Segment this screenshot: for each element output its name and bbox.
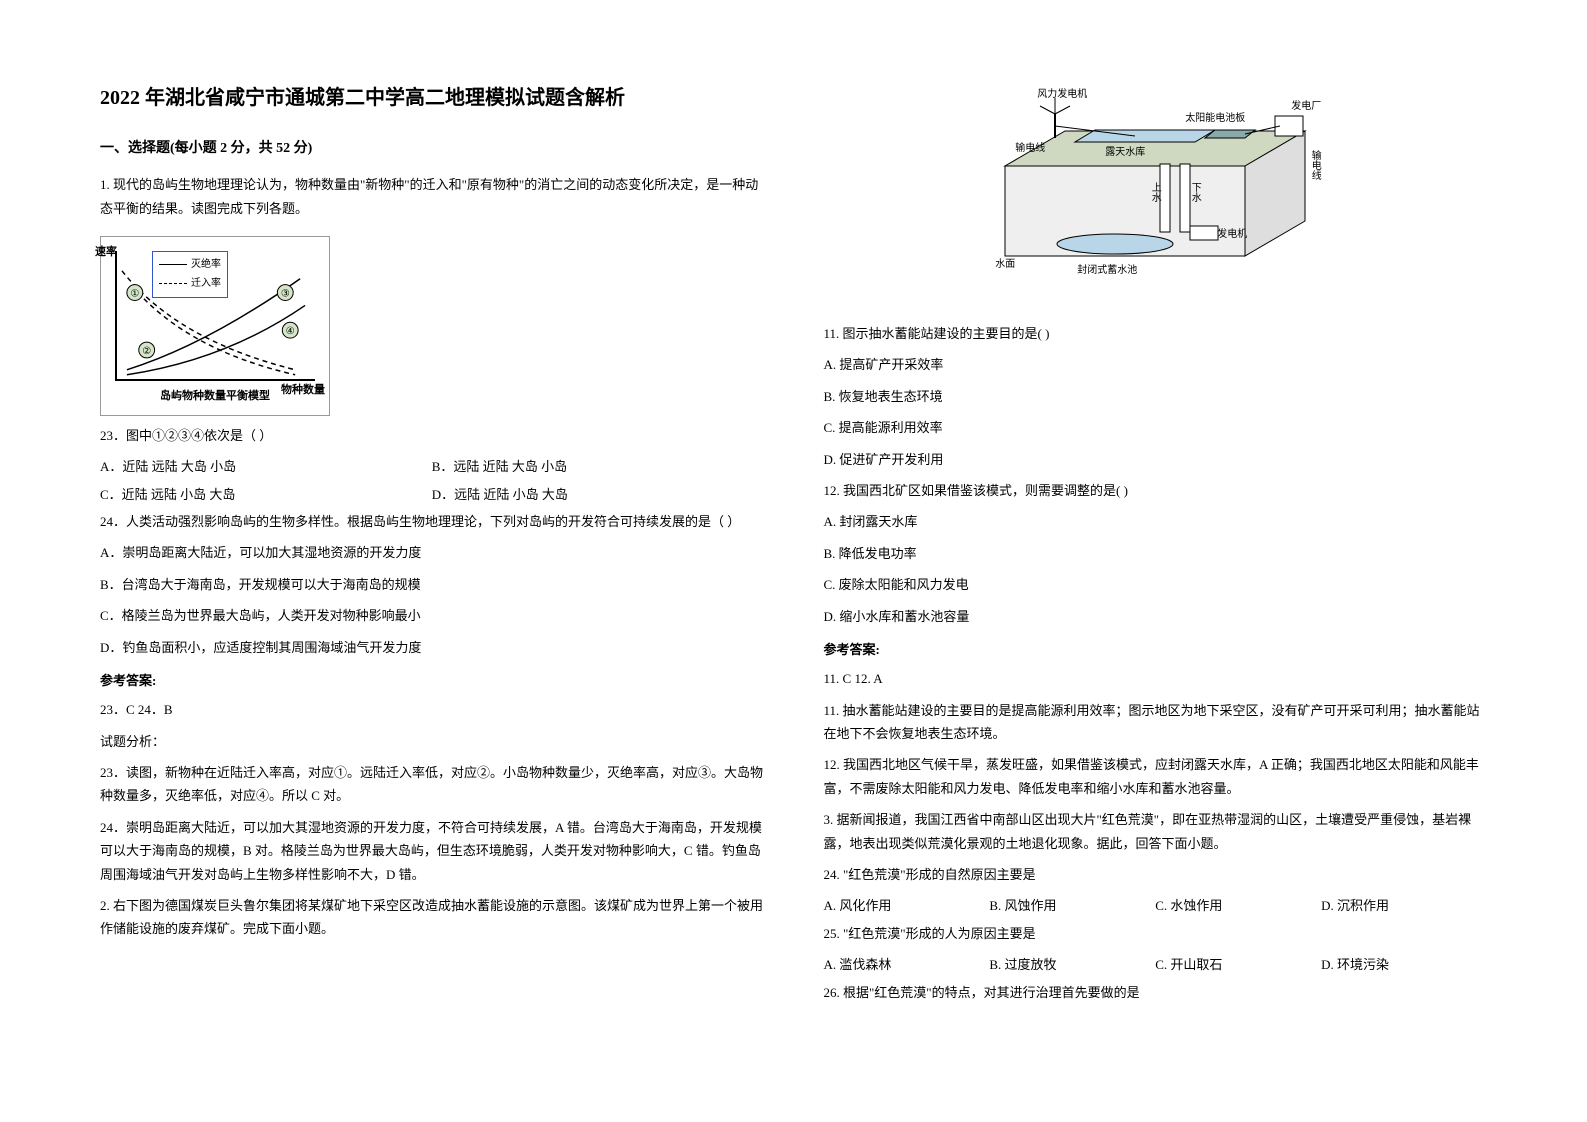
lbl-pump: 上水: [1145, 182, 1163, 202]
q11-stem: 11. 图示抽水蓄能站建设的主要目的是( ): [824, 322, 1488, 345]
q11-opt-d: D. 促进矿产开发利用: [824, 448, 1488, 471]
q11-opt-b: B. 恢复地表生态环境: [824, 385, 1488, 408]
q12-opt-d: D. 缩小水库和蓄水池容量: [824, 605, 1488, 628]
lbl-wind: 风力发电机: [1037, 86, 1087, 104]
q2-intro: 2. 右下图为德国煤炭巨头鲁尔集团将某煤矿地下采空区改造成抽水蓄能设施的示意图。…: [100, 894, 764, 941]
q24-stem: 24．人类活动强烈影响岛屿的生物多样性。根据岛屿生物地理理论，下列对岛屿的开发符…: [100, 510, 764, 533]
analysis-23: 23．读图，新物种在近陆迁入率高，对应①。远陆迁入率低，对应②。小岛物种数量少，…: [100, 761, 764, 808]
q23-stem: 23．图中①②③④依次是（ ）: [100, 424, 764, 447]
q25-opt-c: C. 开山取石: [1155, 953, 1321, 976]
q24b-stem: 24. "红色荒漠"形成的自然原因主要是: [824, 863, 1488, 886]
q24b-opt-c: C. 水蚀作用: [1155, 894, 1321, 917]
q25-opts: A. 滥伐森林 B. 过度放牧 C. 开山取石 D. 环境污染: [824, 953, 1488, 976]
q24-opt-c: C．格陵兰岛为世界最大岛屿，人类开发对物种影响最小: [100, 604, 764, 627]
q26-stem: 26. 根据"红色荒漠"的特点，对其进行治理首先要做的是: [824, 981, 1488, 1004]
page-title: 2022 年湖北省咸宁市通城第二中学高二地理模拟试题含解析: [100, 80, 764, 116]
q24b-opt-b: B. 风蚀作用: [989, 894, 1155, 917]
answers-1112: 11. C 12. A: [824, 667, 1488, 690]
left-column: 2022 年湖北省咸宁市通城第二中学高二地理模拟试题含解析 一、选择题(每小题 …: [100, 80, 764, 1082]
q12-opt-c: C. 废除太阳能和风力发电: [824, 573, 1488, 596]
mine-diagram: 风力发电机 发电厂 太阳能电池板 输电线 输电线 露天水库 下水 上水 发电机 …: [985, 86, 1325, 306]
lbl-turbine: 发电机: [1217, 226, 1247, 244]
q12-opt-a: A. 封闭露天水库: [824, 510, 1488, 533]
lbl-solar: 太阳能电池板: [1185, 110, 1245, 128]
svg-text:③: ③: [281, 289, 290, 300]
q11-opt-c: C. 提高能源利用效率: [824, 416, 1488, 439]
q11-opt-a: A. 提高矿产开采效率: [824, 353, 1488, 376]
q23-row2: C．近陆 远陆 小岛 大岛 D．远陆 近陆 小岛 大岛: [100, 483, 764, 506]
q3-intro: 3. 据新闻报道，我国江西省中南部山区出现大片"红色荒漠"，即在亚热带湿润的山区…: [824, 808, 1488, 855]
lbl-plant: 发电厂: [1291, 98, 1321, 116]
analysis-label: 试题分析：: [100, 730, 764, 753]
q1-intro: 1. 现代的岛屿生物地理理论认为，物种数量由"新物种"的迁入和"原有物种"的消亡…: [100, 173, 764, 220]
species-chart: 速率 物种数量 灭绝率 迁入率 ① ② ③ ④: [115, 251, 315, 381]
q24b-opts: A. 风化作用 B. 风蚀作用 C. 水蚀作用 D. 沉积作用: [824, 894, 1488, 917]
right-column: 风力发电机 发电厂 太阳能电池板 输电线 输电线 露天水库 下水 上水 发电机 …: [824, 80, 1488, 1082]
q23-opt-b: B．远陆 近陆 大岛 小岛: [432, 455, 764, 478]
q25-opt-b: B. 过度放牧: [989, 953, 1155, 976]
lbl-pool: 封闭式蓄水池: [1077, 262, 1137, 280]
svg-text:②: ②: [142, 346, 151, 357]
svg-text:①: ①: [130, 289, 139, 300]
svg-text:④: ④: [286, 326, 295, 337]
expl-12: 12. 我国西北地区气候干旱，蒸发旺盛，如果借鉴该模式，应封闭露天水库，A 正确…: [824, 753, 1488, 800]
lbl-reservoir: 露天水库: [1105, 144, 1145, 162]
q23-opt-a: A．近陆 远陆 大岛 小岛: [100, 455, 432, 478]
q12-stem: 12. 我国西北矿区如果借鉴该模式，则需要调整的是( ): [824, 479, 1488, 502]
q23-opt-d: D．远陆 近陆 小岛 大岛: [432, 483, 764, 506]
q24b-opt-d: D. 沉积作用: [1321, 894, 1487, 917]
answers-2324: 23．C 24．B: [100, 698, 764, 721]
q24-opt-b: B．台湾岛大于海南岛，开发规模可以大于海南岛的规模: [100, 573, 764, 596]
expl-11: 11. 抽水蓄能站建设的主要目的是提高能源利用效率；图示地区为地下采空区，没有矿…: [824, 699, 1488, 746]
lbl-cable2: 输电线: [1305, 150, 1323, 180]
answers-label: 参考答案:: [100, 669, 764, 692]
q12-opt-b: B. 降低发电功率: [824, 542, 1488, 565]
q23-row1: A．近陆 远陆 大岛 小岛 B．远陆 近陆 大岛 小岛: [100, 455, 764, 478]
lbl-bottom: 水面: [995, 256, 1015, 274]
lbl-cable1: 输电线: [1015, 140, 1045, 158]
q25-opt-d: D. 环境污染: [1321, 953, 1487, 976]
answers-label-2: 参考答案:: [824, 638, 1488, 661]
x-axis-label: 物种数量: [281, 381, 325, 401]
section-1-header: 一、选择题(每小题 2 分，共 52 分): [100, 136, 764, 161]
q24b-opt-a: A. 风化作用: [824, 894, 990, 917]
analysis-24: 24．崇明岛距离大陆近，可以加大其湿地资源的开发力度，不符合可持续发展，A 错。…: [100, 816, 764, 886]
q25-opt-a: A. 滥伐森林: [824, 953, 990, 976]
q24-opt-a: A．崇明岛距离大陆近，可以加大其湿地资源的开发力度: [100, 541, 764, 564]
lbl-pipe: 下水: [1185, 182, 1203, 202]
q23-opt-c: C．近陆 远陆 小岛 大岛: [100, 483, 432, 506]
y-axis-label: 速率: [95, 243, 117, 263]
q25-stem: 25. "红色荒漠"形成的人为原因主要是: [824, 922, 1488, 945]
q24-opt-d: D．钓鱼岛面积小，应适度控制其周围海域油气开发力度: [100, 636, 764, 659]
species-chart-box: 速率 物种数量 灭绝率 迁入率 ① ② ③ ④ 岛屿物种数量平衡模型: [100, 236, 330, 416]
